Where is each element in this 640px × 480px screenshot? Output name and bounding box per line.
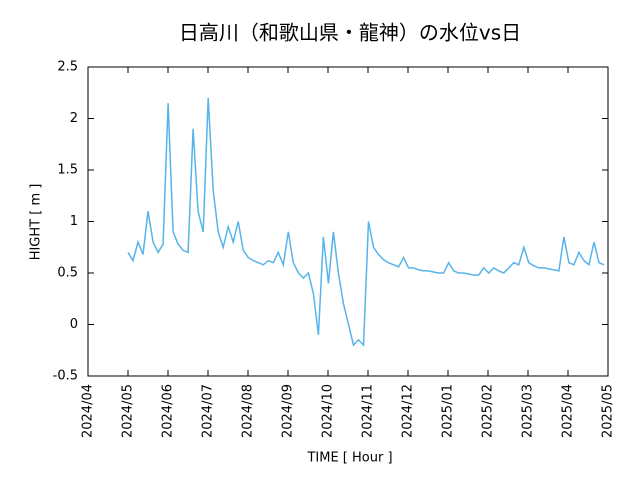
x-tick-label: 2024/08 <box>241 384 256 438</box>
y-axis-label: HIGHT [ m ] <box>29 184 44 261</box>
x-tick-label: 2024/07 <box>201 384 216 438</box>
y-tick-label: 2.5 <box>57 60 78 75</box>
x-tick-label: 2025/03 <box>521 384 536 438</box>
x-tick-label: 2024/12 <box>401 384 416 438</box>
x-tick-label: 2024/05 <box>121 384 136 438</box>
x-tick-label: 2024/06 <box>161 384 176 438</box>
x-tick-label: 2024/10 <box>321 384 336 438</box>
x-tick-label: 2024/11 <box>361 384 376 438</box>
x-tick-label: 2025/02 <box>481 384 496 438</box>
chart-title: 日高川（和歌山県・龍神）の水位vs日 <box>179 21 521 45</box>
y-tick-label: 2 <box>70 111 78 126</box>
y-tick-label: -0.5 <box>53 369 78 384</box>
x-tick-label: 2024/04 <box>81 384 96 438</box>
x-tick-label: 2025/05 <box>601 384 616 438</box>
y-tick-label: 0.5 <box>57 266 78 281</box>
y-tick-label: 0 <box>70 317 78 332</box>
x-axis-label: TIME [ Hour ] <box>306 451 392 466</box>
x-tick-label: 2025/04 <box>561 384 576 438</box>
y-tick-label: 1.5 <box>57 163 78 178</box>
data-line <box>127 97 605 347</box>
y-tick-label: 1 <box>70 214 78 229</box>
plot-frame <box>87 66 609 377</box>
x-tick-label: 2025/01 <box>441 384 456 438</box>
x-tick-label: 2024/09 <box>281 384 296 438</box>
